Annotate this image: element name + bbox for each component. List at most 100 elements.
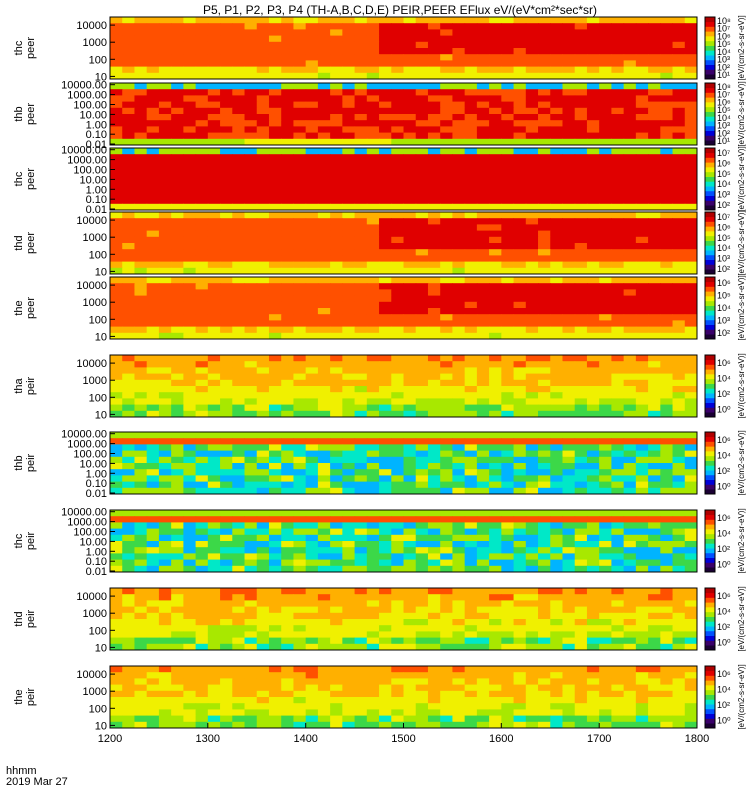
heatmap-cell [672, 432, 686, 439]
heatmap-cell [110, 553, 123, 561]
heatmap-cell [660, 295, 674, 303]
heatmap-cell [513, 534, 527, 542]
heatmap-cell [281, 224, 294, 232]
heatmap-cell [599, 559, 612, 567]
heatmap-cell [672, 588, 686, 595]
heatmap-cell [403, 600, 417, 608]
heatmap-cell [586, 95, 600, 103]
heatmap-cell [244, 301, 258, 309]
heatmap-cell [134, 547, 148, 554]
heatmap-cell [513, 261, 527, 269]
heatmap-cell [489, 218, 502, 225]
heatmap-cell [660, 487, 674, 495]
heatmap-cell [244, 522, 258, 530]
heatmap-cell [281, 295, 294, 303]
heatmap-cell [268, 72, 282, 80]
colorbar-segment [705, 300, 715, 306]
heatmap-cell [452, 379, 466, 387]
heatmap-cell [281, 160, 294, 168]
heatmap-cell [146, 72, 160, 80]
heatmap-cell [648, 203, 661, 211]
heatmap-cell [195, 230, 209, 238]
heatmap-cell [684, 541, 698, 548]
heatmap-cell [538, 166, 551, 174]
heatmap-cell [379, 469, 392, 476]
heatmap-cell [366, 612, 380, 620]
heatmap-cell [574, 148, 588, 155]
heatmap-cell [256, 261, 270, 269]
heatmap-cell [415, 267, 429, 275]
heatmap-cell [611, 565, 625, 573]
heatmap-cell [330, 314, 343, 321]
heatmap-cell [464, 267, 478, 275]
y-axis-label-probe: thb [13, 106, 25, 121]
colorbar-segment [705, 567, 715, 573]
heatmap-cell [354, 600, 368, 608]
heatmap-cell [538, 261, 551, 269]
heatmap-cell [586, 277, 600, 284]
heatmap-cell [635, 666, 649, 673]
heatmap-cell [134, 255, 148, 263]
heatmap-cell [476, 179, 490, 186]
heatmap-cell [501, 373, 515, 381]
heatmap-cell [635, 126, 649, 134]
heatmap-cell [623, 373, 637, 381]
heatmap-cell [305, 637, 319, 645]
heatmap-cell [281, 277, 294, 284]
heatmap-cell [342, 594, 356, 601]
heatmap-cell [489, 289, 502, 297]
heatmap-cell [538, 684, 551, 692]
heatmap-cell [281, 438, 294, 445]
heatmap-cell [672, 267, 686, 275]
heatmap-cell [452, 600, 466, 608]
heatmap-cell [599, 120, 612, 127]
heatmap-cell [317, 72, 331, 80]
heatmap-cell [379, 547, 392, 554]
heatmap-cell [110, 588, 123, 595]
heatmap-cell [513, 410, 527, 418]
heatmap-cell [293, 249, 307, 256]
heatmap-cell [391, 301, 404, 309]
heatmap-cell [525, 690, 539, 698]
heatmap-cell [354, 314, 368, 321]
heatmap-cell [684, 703, 698, 710]
heatmap-cell [391, 678, 404, 686]
heatmap-cell [330, 594, 343, 601]
heatmap-cell [207, 132, 221, 140]
heatmap-cell [122, 709, 135, 717]
heatmap-cell [256, 132, 270, 140]
heatmap-cell [330, 456, 343, 464]
heatmap-cell [110, 690, 123, 698]
heatmap-cell [562, 697, 576, 704]
heatmap-cell [232, 444, 246, 452]
heatmap-cell [403, 666, 417, 673]
heatmap-cell [599, 553, 612, 561]
heatmap-cell [134, 267, 148, 275]
heatmap-cell [207, 236, 221, 244]
heatmap-cell [207, 481, 221, 489]
heatmap-cell [586, 619, 600, 626]
heatmap-cell [525, 619, 539, 626]
heatmap-cell [354, 224, 368, 232]
heatmap-cell [440, 432, 453, 439]
heatmap-cell [513, 553, 527, 561]
heatmap-cell [427, 154, 441, 161]
heatmap-cell [122, 541, 135, 548]
heatmap-cell [256, 48, 270, 55]
heatmap-cell [489, 332, 502, 340]
heatmap-cell [672, 631, 686, 639]
heatmap-cell [268, 185, 282, 192]
heatmap-cell [293, 230, 307, 238]
heatmap-cell [440, 107, 453, 115]
y-tick-label: 10 [95, 266, 107, 278]
heatmap-cell [476, 553, 490, 561]
heatmap-cell [317, 249, 331, 256]
heatmap-cell [427, 160, 441, 168]
heatmap-cell [379, 72, 392, 80]
heatmap-cell [354, 612, 368, 620]
heatmap-cell [122, 361, 135, 368]
heatmap-cell [440, 191, 453, 199]
heatmap-cell [501, 114, 515, 121]
heatmap-cell [354, 392, 368, 399]
heatmap-cell [660, 41, 674, 49]
